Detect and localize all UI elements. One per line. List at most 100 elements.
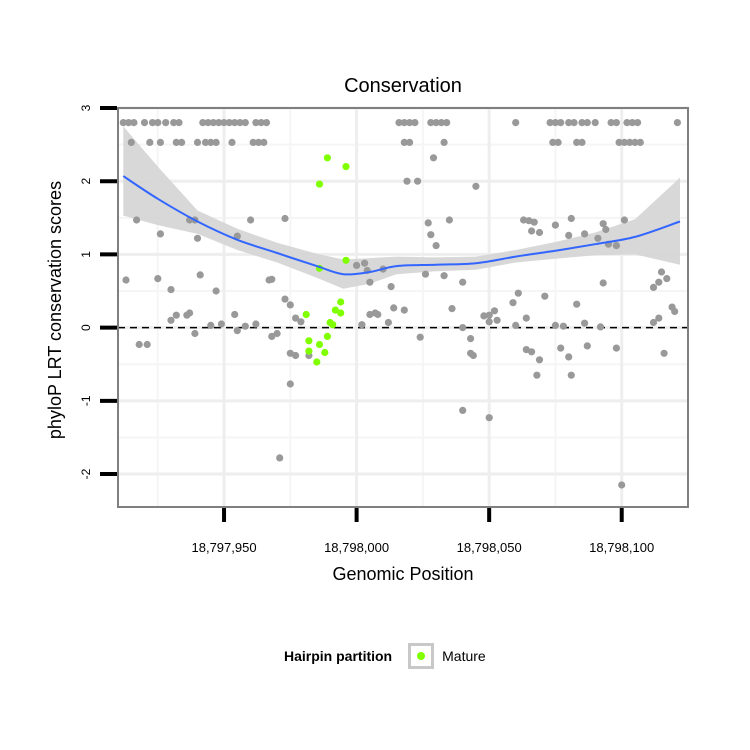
other-point <box>528 227 536 235</box>
other-point <box>512 119 520 127</box>
mature-point <box>305 337 313 345</box>
other-point <box>421 270 430 278</box>
other-point <box>429 154 438 162</box>
mature-point <box>323 154 331 162</box>
other-point <box>655 314 663 322</box>
other-point <box>599 279 607 287</box>
other-point <box>140 119 149 127</box>
other-point <box>406 138 414 146</box>
other-point <box>276 454 284 462</box>
other-point <box>602 225 610 234</box>
other-point <box>615 138 623 146</box>
other-point <box>400 306 408 314</box>
other-point <box>241 119 249 127</box>
x-tick-label: 18,797,950 <box>192 540 257 555</box>
mature-point <box>337 298 345 306</box>
other-point <box>567 214 575 223</box>
other-point <box>551 321 560 329</box>
other-point <box>591 119 599 127</box>
other-point <box>122 276 130 284</box>
other-point <box>535 356 544 364</box>
other-point <box>143 340 151 349</box>
other-point <box>578 138 586 146</box>
other-point <box>191 329 199 338</box>
other-point <box>178 138 186 146</box>
mature-point <box>342 163 350 171</box>
other-point <box>212 138 220 146</box>
other-point <box>655 278 663 286</box>
mature-point <box>315 340 324 349</box>
mature-point <box>329 321 337 329</box>
other-point <box>573 300 581 308</box>
other-point <box>620 216 629 224</box>
other-point <box>607 119 615 127</box>
other-point <box>207 321 215 329</box>
other-point <box>236 119 244 127</box>
other-point <box>156 230 164 238</box>
other-point <box>225 119 233 127</box>
other-point <box>196 271 204 279</box>
other-point <box>411 119 419 127</box>
other-point <box>551 221 560 229</box>
other-point <box>557 119 565 127</box>
legend-key <box>408 643 435 669</box>
other-point <box>127 138 135 146</box>
other-point <box>268 332 276 340</box>
y-tick-label: 2 <box>79 178 93 185</box>
other-point <box>583 342 591 350</box>
other-point <box>485 414 493 422</box>
other-point <box>533 371 541 379</box>
mature-point <box>321 348 329 357</box>
other-point <box>374 310 382 319</box>
other-point <box>626 138 634 146</box>
other-point <box>204 119 212 127</box>
other-point <box>594 234 602 242</box>
mature-point <box>337 309 345 317</box>
other-point <box>233 327 241 335</box>
other-point <box>268 275 276 283</box>
x-axis-label: Genomic Position <box>332 564 473 584</box>
other-point <box>565 231 573 239</box>
other-point <box>493 316 501 324</box>
other-point <box>130 119 138 127</box>
other-point <box>443 119 451 127</box>
other-point <box>133 216 141 224</box>
other-point <box>154 275 162 283</box>
other-point <box>215 119 223 127</box>
other-point <box>628 119 636 127</box>
other-point <box>459 406 467 414</box>
other-point <box>612 119 621 127</box>
other-point <box>583 119 591 127</box>
other-point <box>578 119 586 127</box>
other-point <box>530 218 538 226</box>
x-tick-label: 18,798,100 <box>589 540 654 555</box>
other-point <box>212 287 220 295</box>
other-point <box>440 138 448 146</box>
other-point <box>220 119 228 127</box>
other-point <box>573 138 581 146</box>
other-point <box>286 380 294 388</box>
legend: Hairpin partition Mature <box>284 636 486 676</box>
other-point <box>292 351 300 360</box>
other-point <box>541 292 549 300</box>
other-point <box>424 219 432 227</box>
other-point <box>207 138 215 146</box>
other-point <box>148 119 157 127</box>
other-point <box>467 335 475 343</box>
other-point <box>565 119 573 127</box>
other-point <box>618 481 626 489</box>
other-point <box>567 371 575 379</box>
other-point <box>459 324 467 332</box>
other-point <box>551 119 560 127</box>
other-point <box>156 138 164 146</box>
chart-title: Conservation <box>344 75 462 97</box>
other-point <box>193 138 202 146</box>
other-point <box>660 349 668 357</box>
other-point <box>636 138 644 146</box>
other-point <box>286 301 294 309</box>
other-point <box>172 138 180 146</box>
other-point <box>257 119 265 127</box>
other-point <box>167 316 175 324</box>
other-point <box>249 138 257 146</box>
mature-point <box>315 180 324 188</box>
